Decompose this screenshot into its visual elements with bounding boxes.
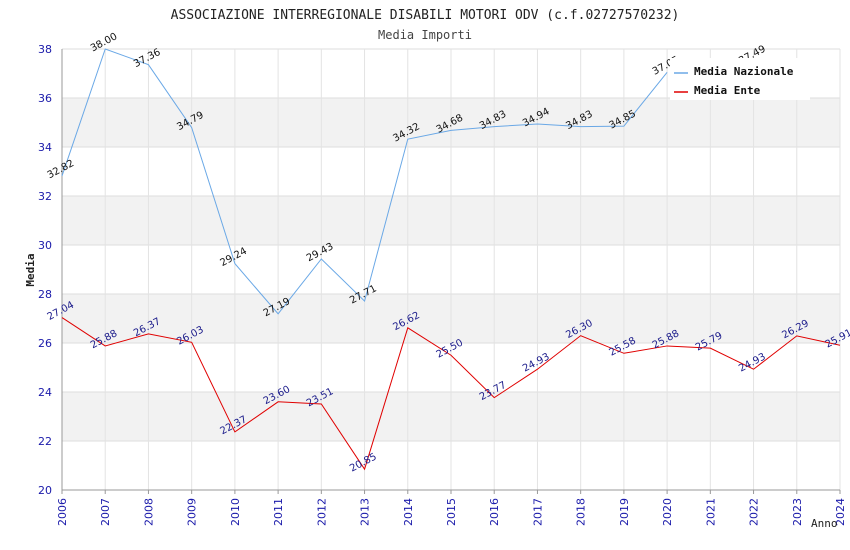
x-tick-label: 2009: [186, 498, 199, 526]
y-tick-label: 22: [38, 435, 52, 448]
x-tick-label: 2008: [142, 498, 155, 526]
x-tick-label: 2006: [56, 498, 69, 526]
y-tick-label: 32: [38, 190, 52, 203]
chart-subtitle: Media Importi: [378, 28, 472, 42]
x-tick-label: 2019: [618, 498, 631, 526]
y-tick-label: 24: [38, 386, 52, 399]
x-tick-label: 2017: [531, 498, 544, 526]
x-tick-label: 2013: [359, 498, 372, 526]
x-tick-label: 2010: [229, 498, 242, 526]
x-axis-title: Anno: [811, 517, 838, 530]
data-label: 24.93: [737, 351, 767, 374]
x-tick-label: 2018: [575, 498, 588, 526]
data-label: 20.85: [348, 451, 378, 474]
x-tick-label: 2014: [402, 498, 415, 526]
x-tick-label: 2020: [661, 498, 674, 526]
x-tick-label: 2021: [704, 498, 717, 526]
y-tick-label: 38: [38, 43, 52, 56]
data-label: 29.24: [218, 246, 248, 269]
x-tick-label: 2024: [834, 498, 847, 526]
x-tick-label: 2023: [791, 498, 804, 526]
legend-box: [670, 58, 810, 100]
y-tick-label: 30: [38, 239, 52, 252]
chart-title: ASSOCIAZIONE INTERREGIONALE DISABILI MOT…: [171, 8, 680, 23]
x-tick-label: 2011: [272, 498, 285, 526]
x-tick-label: 2015: [445, 498, 458, 526]
y-tick-label: 20: [38, 484, 52, 497]
series-lines: [61, 48, 841, 471]
x-tick-label: 2012: [315, 498, 328, 526]
data-label: 24.93: [521, 351, 551, 374]
legend-label-ente: Media Ente: [694, 84, 761, 97]
legend-label-nazionale: Media Nazionale: [694, 65, 794, 78]
y-tick-label: 28: [38, 288, 52, 301]
y-tick-label: 34: [38, 141, 52, 154]
series-line-1: [61, 317, 841, 471]
x-tick-label: 2007: [99, 498, 112, 526]
series-line-0: [61, 48, 668, 315]
y-axis-title: Media: [24, 253, 37, 286]
y-tick-label: 36: [38, 92, 52, 105]
x-tick-label: 2016: [488, 498, 501, 526]
x-tick-label: 2022: [748, 498, 761, 526]
legend: Media Nazionale Media Ente: [670, 58, 810, 100]
data-label: 37.36: [132, 47, 162, 70]
y-tick-label: 26: [38, 337, 52, 350]
data-label: 32.82: [46, 158, 76, 181]
